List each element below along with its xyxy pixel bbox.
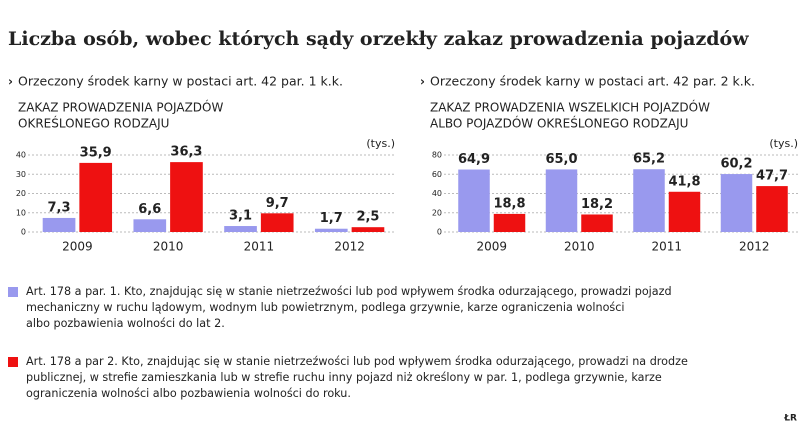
- legend-text: albo pozbawienia wolności do lat 2.: [26, 317, 225, 330]
- bar: [668, 191, 701, 232]
- bar: [545, 169, 578, 232]
- source: ŁR: [783, 414, 797, 424]
- x-tick-label: 2011: [244, 240, 275, 254]
- x-tick-label: 2011: [651, 240, 682, 254]
- x-tick-label: 2012: [739, 240, 770, 254]
- x-tick-label: 2009: [62, 240, 93, 254]
- value-label: 7,3: [48, 200, 71, 215]
- subtitle-marker: ›: [8, 75, 13, 89]
- legend-swatch: [8, 287, 18, 297]
- bar: [314, 228, 348, 232]
- chart-label: ALBO POJAZDÓW OKREŚLONEGO RODZAJU: [430, 116, 688, 131]
- y-tick-label: 20: [16, 189, 26, 198]
- y-tick-label: 20: [432, 208, 442, 217]
- x-tick-label: 2010: [564, 240, 595, 254]
- y-tick-label: 30: [16, 170, 26, 179]
- x-tick-label: 2010: [153, 240, 184, 254]
- value-label: 18,8: [493, 196, 525, 211]
- value-label: 65,2: [633, 152, 665, 167]
- bar: [133, 219, 167, 232]
- legend-text: ograniczenia wolności albo pozbawienia w…: [26, 387, 351, 400]
- bar: [79, 162, 113, 232]
- bar: [581, 214, 613, 232]
- chart-label: ZAKAZ PROWADZENIA POJAZDÓW: [18, 100, 223, 115]
- bar: [170, 162, 203, 232]
- bar: [42, 217, 76, 232]
- value-label: 2,5: [356, 210, 379, 225]
- bar: [260, 213, 294, 232]
- value-label: 65,0: [545, 152, 577, 167]
- unit: (tys.): [366, 137, 395, 150]
- y-tick-label: 10: [16, 208, 26, 217]
- legend-swatch: [8, 357, 18, 367]
- chart-label: OKREŚLONEGO RODZAJU: [18, 116, 169, 131]
- subtitle: Orzeczony środek karny w postaci art. 42…: [430, 74, 755, 89]
- bar: [458, 169, 490, 232]
- bar: [351, 227, 385, 232]
- title: Liczba osób, wobec których sądy orzekły …: [8, 28, 749, 50]
- bar: [720, 174, 753, 232]
- value-label: 41,8: [668, 174, 700, 189]
- bar: [633, 169, 665, 232]
- unit: (tys.): [769, 137, 798, 150]
- legend-text: mechaniczny w ruchu lądowym, wodnym lub …: [26, 301, 625, 314]
- legend-text: Art. 178 a par 2. Kto, znajdując się w s…: [26, 355, 688, 368]
- value-label: 36,3: [170, 145, 202, 160]
- bar: [224, 226, 257, 232]
- value-label: 47,7: [756, 169, 788, 184]
- y-tick-label: 0: [437, 228, 442, 237]
- y-tick-label: 40: [16, 151, 26, 160]
- legend-text: Art. 178 a par. 1. Kto, znajdując się w …: [26, 285, 672, 298]
- value-label: 3,1: [229, 209, 252, 224]
- chart-label: ZAKAZ PROWADZENIA WSZELKICH POJAZDÓW: [430, 100, 710, 115]
- value-label: 6,6: [138, 202, 161, 217]
- y-tick-label: 40: [432, 189, 442, 198]
- value-label: 18,2: [581, 197, 613, 212]
- y-tick-label: 0: [21, 228, 26, 237]
- y-tick-label: 60: [432, 170, 442, 179]
- value-label: 1,7: [320, 211, 343, 226]
- value-label: 60,2: [720, 157, 752, 172]
- x-tick-label: 2009: [476, 240, 507, 254]
- legend-text: publicznej, w strefie zamieszkania lub w…: [26, 371, 662, 384]
- bar: [493, 213, 526, 232]
- y-tick-label: 80: [432, 151, 442, 160]
- value-label: 35,9: [80, 145, 112, 160]
- x-tick-label: 2012: [334, 240, 365, 254]
- value-label: 64,9: [458, 152, 490, 167]
- bar: [756, 186, 788, 232]
- subtitle-marker: ›: [420, 75, 425, 89]
- value-label: 9,7: [266, 196, 289, 211]
- subtitle: Orzeczony środek karny w postaci art. 42…: [18, 74, 343, 89]
